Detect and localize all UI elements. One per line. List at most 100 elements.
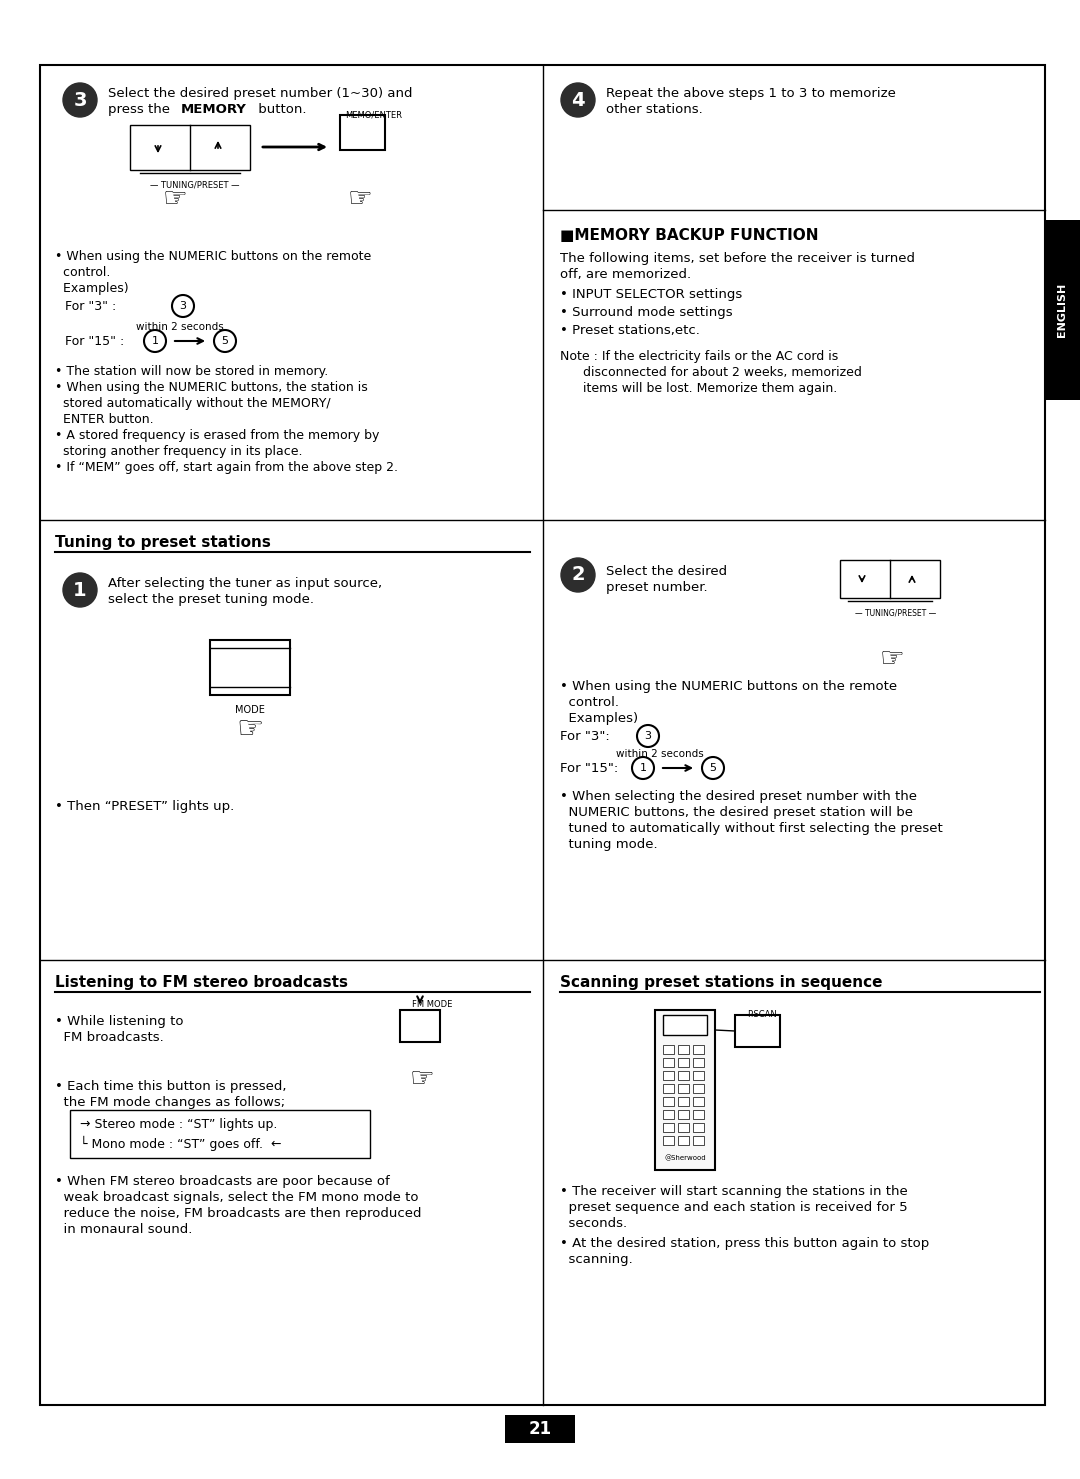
Text: • Preset stations,etc.: • Preset stations,etc. [561,324,700,337]
Text: Select the desired preset number (1~30) and: Select the desired preset number (1~30) … [108,87,413,101]
Bar [505,1415,575,1444]
Text: tuned to automatically without first selecting the preset: tuned to automatically without first sel… [561,822,943,836]
Text: Listening to FM stereo broadcasts: Listening to FM stereo broadcasts [55,975,348,989]
Text: ☞: ☞ [879,645,904,673]
Circle shape [561,558,595,592]
Text: Tuning to preset stations: Tuning to preset stations [55,535,271,550]
Text: MEMORY: MEMORY [181,104,247,115]
Bar [663,1097,674,1106]
Text: ☞: ☞ [409,1065,434,1093]
Text: scanning.: scanning. [561,1253,633,1266]
Text: ENTER button.: ENTER button. [55,413,153,426]
Bar [663,1084,674,1093]
Bar [130,126,249,170]
Text: 2: 2 [571,565,584,584]
Bar [678,1097,689,1106]
Bar [693,1046,704,1055]
Circle shape [172,294,194,317]
Bar [693,1111,704,1120]
Bar [663,1123,674,1131]
Bar [693,1123,704,1131]
Text: @Sherwood: @Sherwood [664,1155,706,1161]
Text: Note : If the electricity fails or the AC cord is: Note : If the electricity fails or the A… [561,351,838,362]
Text: ■MEMORY BACKUP FUNCTION: ■MEMORY BACKUP FUNCTION [561,228,819,243]
Text: storing another frequency in its place.: storing another frequency in its place. [55,445,302,458]
Text: ☞: ☞ [348,185,373,213]
Text: • Each time this button is pressed,: • Each time this button is pressed, [55,1080,286,1093]
Text: stored automatically without the MEMORY/: stored automatically without the MEMORY/ [55,396,330,410]
Circle shape [632,757,654,779]
Bar [693,1084,704,1093]
Text: For "3" :: For "3" : [65,300,117,314]
Text: select the preset tuning mode.: select the preset tuning mode. [108,593,314,606]
Text: Scanning preset stations in sequence: Scanning preset stations in sequence [561,975,882,989]
Text: other stations.: other stations. [606,104,703,115]
Text: ☞: ☞ [163,185,188,213]
Bar [70,1111,370,1158]
Bar [654,1010,715,1170]
Bar [678,1057,689,1066]
Text: • The station will now be stored in memory.: • The station will now be stored in memo… [55,365,328,379]
Bar [678,1071,689,1080]
Text: Select the desired: Select the desired [606,565,727,578]
Text: For "15" :: For "15" : [65,336,124,348]
Text: MODE: MODE [235,705,265,714]
Bar [340,115,384,149]
Text: seconds.: seconds. [561,1217,627,1231]
Text: • When using the NUMERIC buttons, the station is: • When using the NUMERIC buttons, the st… [55,382,368,393]
Bar [663,1046,674,1055]
Text: NUMERIC buttons, the desired preset station will be: NUMERIC buttons, the desired preset stat… [561,806,913,819]
Bar [678,1084,689,1093]
Text: → Stereo mode : “ST” lights up.: → Stereo mode : “ST” lights up. [80,1118,278,1131]
Text: off, are memorized.: off, are memorized. [561,268,691,281]
Text: — TUNING/PRESET —: — TUNING/PRESET — [855,608,936,617]
Bar [663,1057,674,1066]
Bar [735,1015,780,1047]
Text: P.SCAN: P.SCAN [747,1010,777,1019]
Bar [678,1123,689,1131]
Text: items will be lost. Memorize them again.: items will be lost. Memorize them again. [583,382,837,395]
Text: For "15":: For "15": [561,762,618,775]
Circle shape [637,725,659,747]
Text: the FM mode changes as follows;: the FM mode changes as follows; [55,1096,285,1109]
Text: • INPUT SELECTOR settings: • INPUT SELECTOR settings [561,288,742,302]
Text: 5: 5 [710,763,716,774]
Bar [678,1111,689,1120]
Text: ENGLISH: ENGLISH [1057,282,1067,337]
Bar [693,1057,704,1066]
Bar [693,1071,704,1080]
Bar [678,1046,689,1055]
Bar [1045,220,1080,399]
Text: FM MODE: FM MODE [411,1000,453,1009]
Text: For "3":: For "3": [561,731,610,742]
Bar [840,561,940,598]
Circle shape [63,83,97,117]
Text: After selecting the tuner as input source,: After selecting the tuner as input sourc… [108,577,382,590]
Text: • Then “PRESET” lights up.: • Then “PRESET” lights up. [55,800,234,813]
Text: 3: 3 [645,731,651,741]
Text: • Surround mode settings: • Surround mode settings [561,306,732,319]
Text: control.: control. [55,266,110,280]
Circle shape [702,757,724,779]
Text: • When using the NUMERIC buttons on the remote: • When using the NUMERIC buttons on the … [561,680,897,694]
Text: └ Mono mode : “ST” goes off.  ←: └ Mono mode : “ST” goes off. ← [80,1136,282,1151]
Text: weak broadcast signals, select the FM mono mode to: weak broadcast signals, select the FM mo… [55,1191,419,1204]
Text: • When selecting the desired preset number with the: • When selecting the desired preset numb… [561,790,917,803]
Text: 3: 3 [179,302,187,311]
Bar [663,1071,674,1080]
Circle shape [561,83,595,117]
Text: The following items, set before the receiver is turned: The following items, set before the rece… [561,251,915,265]
Bar [678,1136,689,1145]
Text: • The receiver will start scanning the stations in the: • The receiver will start scanning the s… [561,1185,908,1198]
Text: 3: 3 [73,90,86,109]
Bar [663,1111,674,1120]
Text: — TUNING/PRESET —: — TUNING/PRESET — [150,180,240,189]
Text: FM broadcasts.: FM broadcasts. [55,1031,164,1044]
Text: 1: 1 [639,763,647,774]
Text: • At the desired station, press this button again to stop: • At the desired station, press this but… [561,1236,929,1250]
Text: • While listening to: • While listening to [55,1015,184,1028]
Bar [400,1010,440,1043]
Text: • If “MEM” goes off, start again from the above step 2.: • If “MEM” goes off, start again from th… [55,461,399,473]
Text: MEMO/ENTER: MEMO/ENTER [345,109,402,118]
Bar [693,1136,704,1145]
